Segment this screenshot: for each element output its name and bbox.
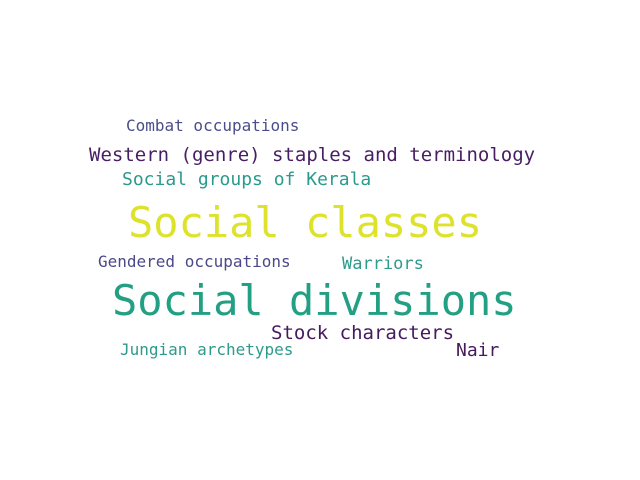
word-jungian-archetypes: Jungian archetypes <box>120 340 294 359</box>
word-gendered-occupations: Gendered occupations <box>98 252 291 271</box>
word-combat-occupations: Combat occupations <box>126 116 300 135</box>
word-warriors: Warriors <box>342 254 424 274</box>
word-nair: Nair <box>456 340 500 361</box>
word-social-classes: Social classes <box>128 198 483 247</box>
word-stock-characters: Stock characters <box>271 322 455 344</box>
word-western-genre-staples: Western (genre) staples and terminology <box>89 144 536 166</box>
word-social-divisions: Social divisions <box>112 276 517 325</box>
word-social-groups-of-kerala: Social groups of Kerala <box>122 169 372 190</box>
